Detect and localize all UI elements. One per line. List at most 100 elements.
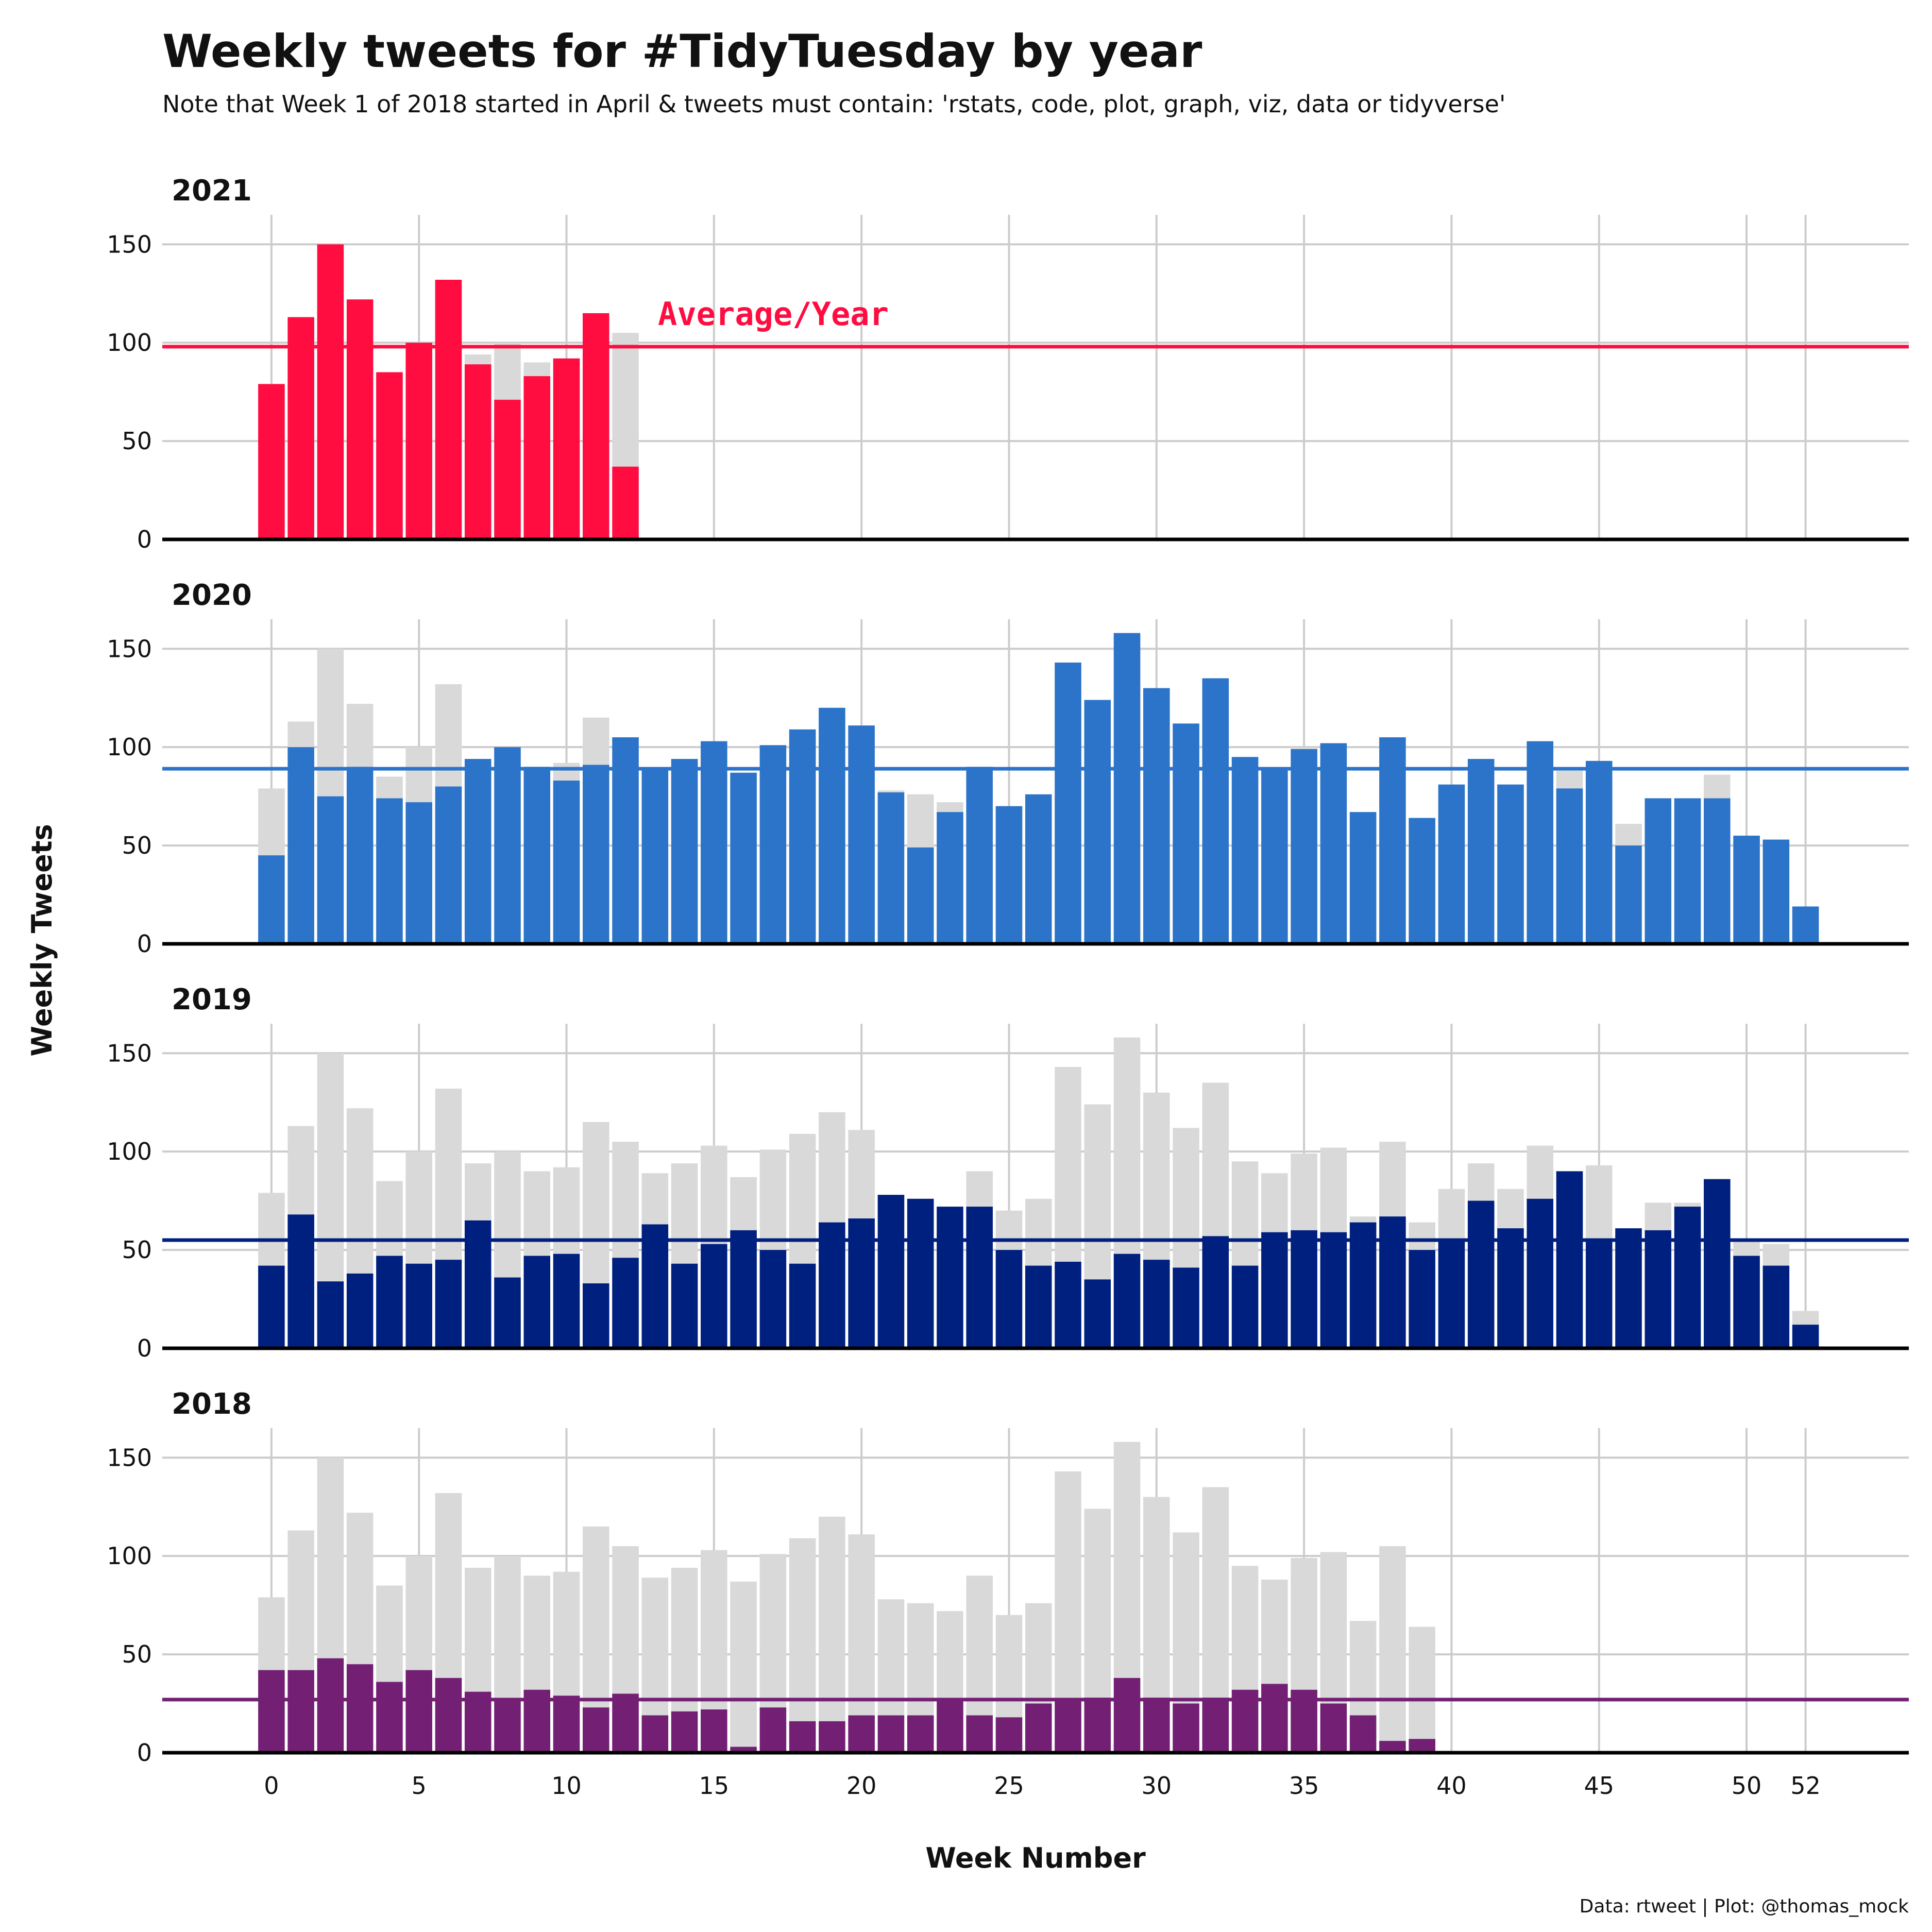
bar — [405, 343, 432, 539]
bar — [877, 1715, 905, 1753]
bar — [1055, 1699, 1081, 1753]
bar — [317, 1281, 344, 1348]
y-tick-label: 0 — [137, 1739, 152, 1767]
bar — [287, 317, 314, 539]
bar — [1084, 1279, 1111, 1348]
bar — [583, 1283, 609, 1348]
bar — [789, 729, 816, 944]
panel-2021: 2021 0 50 100 150 Average/Year — [107, 174, 1909, 553]
bar — [671, 1711, 698, 1753]
background-bar — [819, 1516, 845, 1753]
bar — [523, 376, 551, 539]
bar — [701, 1709, 727, 1753]
background-bar — [789, 1538, 816, 1753]
bar — [1497, 1228, 1524, 1348]
bar — [464, 1691, 492, 1753]
bar — [1379, 737, 1406, 944]
x-tick-label: 40 — [1436, 1772, 1467, 1800]
bar — [937, 812, 963, 944]
bar — [1055, 1262, 1081, 1348]
y-tick-label: 50 — [122, 832, 152, 859]
y-tick-label: 50 — [122, 1640, 152, 1668]
bar — [1527, 741, 1553, 944]
bar — [583, 765, 609, 944]
bar — [435, 1677, 462, 1753]
bar — [1320, 1232, 1347, 1348]
y-tick-label: 150 — [107, 635, 152, 663]
bar — [494, 1277, 521, 1348]
panel-title-2018: 2018 — [172, 1387, 252, 1421]
bar — [583, 313, 609, 539]
y-tick-label: 150 — [107, 230, 152, 258]
bar — [1143, 1260, 1170, 1348]
bar — [1349, 1715, 1377, 1753]
bar — [789, 1263, 816, 1348]
bar — [1438, 1240, 1465, 1348]
bar — [1556, 1171, 1583, 1348]
bar — [819, 707, 845, 944]
y-axis-title: Weekly Tweets — [26, 824, 58, 1056]
bar — [258, 855, 285, 944]
y-tick-label: 100 — [107, 733, 152, 761]
bar — [612, 1258, 639, 1348]
bar — [1320, 1703, 1347, 1753]
average-annotation: Average/Year — [658, 295, 889, 333]
bar — [641, 769, 669, 944]
chart-subtitle: Note that Week 1 of 2018 started in Apri… — [162, 90, 1506, 118]
bar — [258, 384, 285, 539]
bar — [907, 847, 934, 944]
panel-title-2020: 2020 — [172, 579, 252, 612]
bar — [435, 786, 462, 944]
panel-2018: 2018 0 50 100 150 0 5 10 15 20 25 30 35 40 45 50 52 — [107, 1387, 1909, 1800]
bar — [819, 1222, 845, 1348]
x-tick-label: 15 — [699, 1772, 730, 1800]
bar — [346, 767, 374, 944]
bar — [848, 1715, 875, 1753]
bar — [376, 1256, 403, 1348]
bar — [1733, 836, 1760, 944]
bar — [1379, 1741, 1406, 1753]
bar — [641, 1224, 669, 1348]
bar — [730, 1230, 757, 1348]
bar — [1674, 1207, 1701, 1348]
bar — [907, 1198, 934, 1348]
bar — [701, 741, 727, 944]
x-tick-label: 50 — [1732, 1772, 1762, 1800]
bar — [1467, 759, 1495, 944]
bar — [937, 1207, 963, 1348]
bar — [1409, 1739, 1435, 1753]
y-tick-label: 100 — [107, 329, 152, 357]
bar — [759, 1250, 787, 1348]
bar — [759, 745, 787, 944]
bar — [1291, 1230, 1317, 1348]
bar — [258, 1670, 285, 1753]
y-tick-label: 0 — [137, 930, 152, 958]
bar — [317, 244, 344, 540]
bar — [553, 781, 580, 944]
bar — [464, 364, 492, 539]
bar — [937, 1699, 963, 1753]
y-tick-label: 100 — [107, 1138, 152, 1165]
bar — [1143, 1698, 1170, 1753]
x-tick-label: 35 — [1289, 1772, 1319, 1800]
x-tick-label: 30 — [1142, 1772, 1172, 1800]
bar — [553, 358, 580, 539]
bar — [1202, 1698, 1229, 1753]
bar — [317, 1658, 344, 1753]
bar — [1320, 743, 1347, 944]
bar — [376, 1682, 403, 1753]
bar — [376, 798, 403, 944]
bar — [464, 759, 492, 944]
bar — [1349, 1222, 1377, 1348]
bar — [494, 1699, 521, 1753]
background-bar — [1379, 1546, 1406, 1753]
bar — [1615, 845, 1642, 944]
bar — [553, 1696, 580, 1753]
bar — [1025, 794, 1052, 944]
bar — [346, 299, 374, 539]
bar — [287, 1214, 314, 1348]
bar — [1202, 1236, 1229, 1348]
bar — [877, 792, 905, 944]
bar — [1792, 906, 1819, 944]
